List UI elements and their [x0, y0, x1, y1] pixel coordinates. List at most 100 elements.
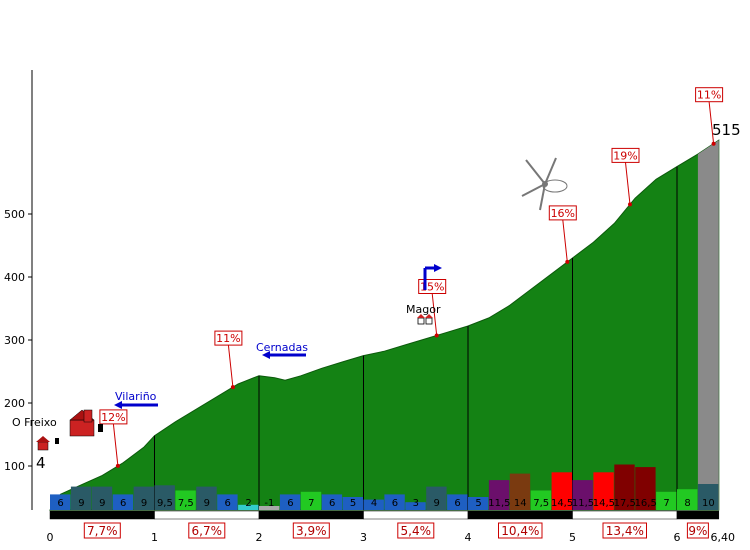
segment-bar [697, 484, 719, 510]
x-tick-label: 0 [47, 531, 54, 544]
segment-bar [509, 473, 531, 510]
peak-gradient-dot [565, 259, 570, 264]
km-bar-cell [49, 510, 155, 520]
segment-bar [635, 467, 656, 510]
segment-label: 6 [454, 498, 460, 509]
segment-label: 7,5 [533, 498, 549, 509]
segment-bar [342, 497, 363, 510]
y-tick-label: 100 [4, 460, 25, 473]
km-bar-cell [676, 510, 720, 520]
profile-area [49, 139, 720, 511]
km-gradient-labels: 7,7% 6,7% 3,9% 5,4% 10,4% 13,4% 9% [83, 522, 709, 539]
segment-bar [677, 489, 698, 510]
house-icon [417, 314, 433, 325]
segment-bar [426, 486, 447, 510]
peak-gradient-dot [711, 141, 716, 146]
y-tick-label: 300 [4, 334, 25, 347]
segment-label: 9 [99, 498, 105, 509]
segment-label: 5 [350, 498, 356, 509]
segment-bar [468, 497, 489, 510]
peak-gradient-box [548, 205, 577, 221]
profile-last-section [697, 140, 719, 510]
arrow-left-head-icon [262, 351, 270, 359]
segment-label: 7,5 [178, 498, 194, 509]
segment-label: 8 [684, 498, 690, 509]
y-tick-label: 400 [4, 271, 25, 284]
turn-arrow-icon [423, 264, 442, 290]
place-label-o-freixo: O Freixo [12, 416, 57, 429]
x-tick-label: 1 [151, 531, 158, 544]
segment-bar [447, 494, 468, 510]
place-vilarino: Vilariño [114, 390, 158, 409]
peak-gradient-label: 11% [697, 89, 721, 102]
segment-bar [70, 486, 92, 510]
segment-bar [384, 494, 405, 510]
segment-label: 14,5 [593, 498, 615, 509]
km-gradient-box [188, 522, 226, 539]
segment-bar [238, 504, 259, 510]
segment-label: 5 [475, 498, 481, 509]
segment-bar [259, 506, 280, 510]
x-tick-label: 6 [674, 531, 681, 544]
peak-gradient-box [214, 330, 243, 346]
segment-bar [572, 480, 593, 510]
km-gradient-label: 10,4% [501, 524, 539, 538]
peak-gradient-box [611, 147, 640, 163]
segment-label: 6 [225, 498, 231, 509]
segment-bar [279, 494, 301, 510]
church-icon [69, 409, 103, 437]
segment-bar [91, 486, 113, 510]
segment-bar [175, 490, 196, 510]
peak-gradient-label: 19% [613, 149, 637, 162]
km-bar-cell [258, 510, 364, 520]
km-gradient-label: 6,7% [192, 524, 223, 538]
y-tick-label: 200 [4, 397, 25, 410]
km-bar-cell [467, 510, 573, 520]
km-gradient-label: 9% [688, 524, 707, 538]
km-gradient-box [83, 522, 121, 539]
km-gradient-label: 7,7% [87, 524, 118, 538]
peak-gradient-leader [625, 162, 631, 205]
place-label-vilarino: Vilariño [115, 390, 157, 403]
segment-bar [551, 472, 572, 510]
segment-bar [614, 464, 635, 510]
segment-bar [217, 494, 238, 510]
segment-bar [656, 491, 677, 510]
segment-label: 4 [371, 498, 377, 509]
peak-gradient-dot [628, 202, 632, 207]
segment-bars: 6 9 9 6 9 9,5 7,5 9 6 2 -1 6 7 6 5 4 6 3 9 6 5 11,5 14 7,5 14,51… [50, 464, 719, 510]
place-label-cernadas: Cernadas [256, 341, 308, 354]
segment-label: 6 [392, 498, 398, 509]
segment-label: 9 [78, 498, 84, 509]
peak-gradient-leader [112, 423, 119, 466]
segment-bar [488, 480, 510, 510]
segment-label: -1 [264, 498, 274, 509]
km-gradient-label: 5,4% [401, 524, 432, 538]
km-bar-cell [363, 510, 469, 520]
place-label-magor: Magor [406, 303, 441, 316]
house-icon [36, 436, 59, 451]
profile-area-fill [49, 139, 720, 511]
segment-label: 6 [329, 498, 335, 509]
segment-bar [593, 472, 614, 510]
y-ticks: 100 200 300 400 500 [4, 208, 32, 473]
segment-bar [133, 486, 154, 510]
y-tick-label: 500 [4, 208, 25, 221]
x-tick-label: 4 [465, 531, 472, 544]
km-gradient-box [292, 522, 330, 539]
peak-gradient-dot [434, 333, 439, 338]
segment-bar [154, 485, 175, 510]
peak-gradient-leader [562, 219, 568, 262]
segment-label: 14 [514, 498, 527, 509]
segment-label: 14,5 [551, 498, 573, 509]
segment-label: 9 [434, 498, 440, 509]
segment-label: 17,5 [614, 498, 636, 509]
km-gradient-box [602, 522, 647, 539]
segment-bar [300, 491, 322, 510]
segment-label: 2 [245, 498, 251, 509]
segment-bar [405, 502, 426, 510]
km-bar-cell [572, 510, 678, 520]
peak-gradient-leader [431, 293, 438, 336]
segment-bar [321, 494, 343, 510]
